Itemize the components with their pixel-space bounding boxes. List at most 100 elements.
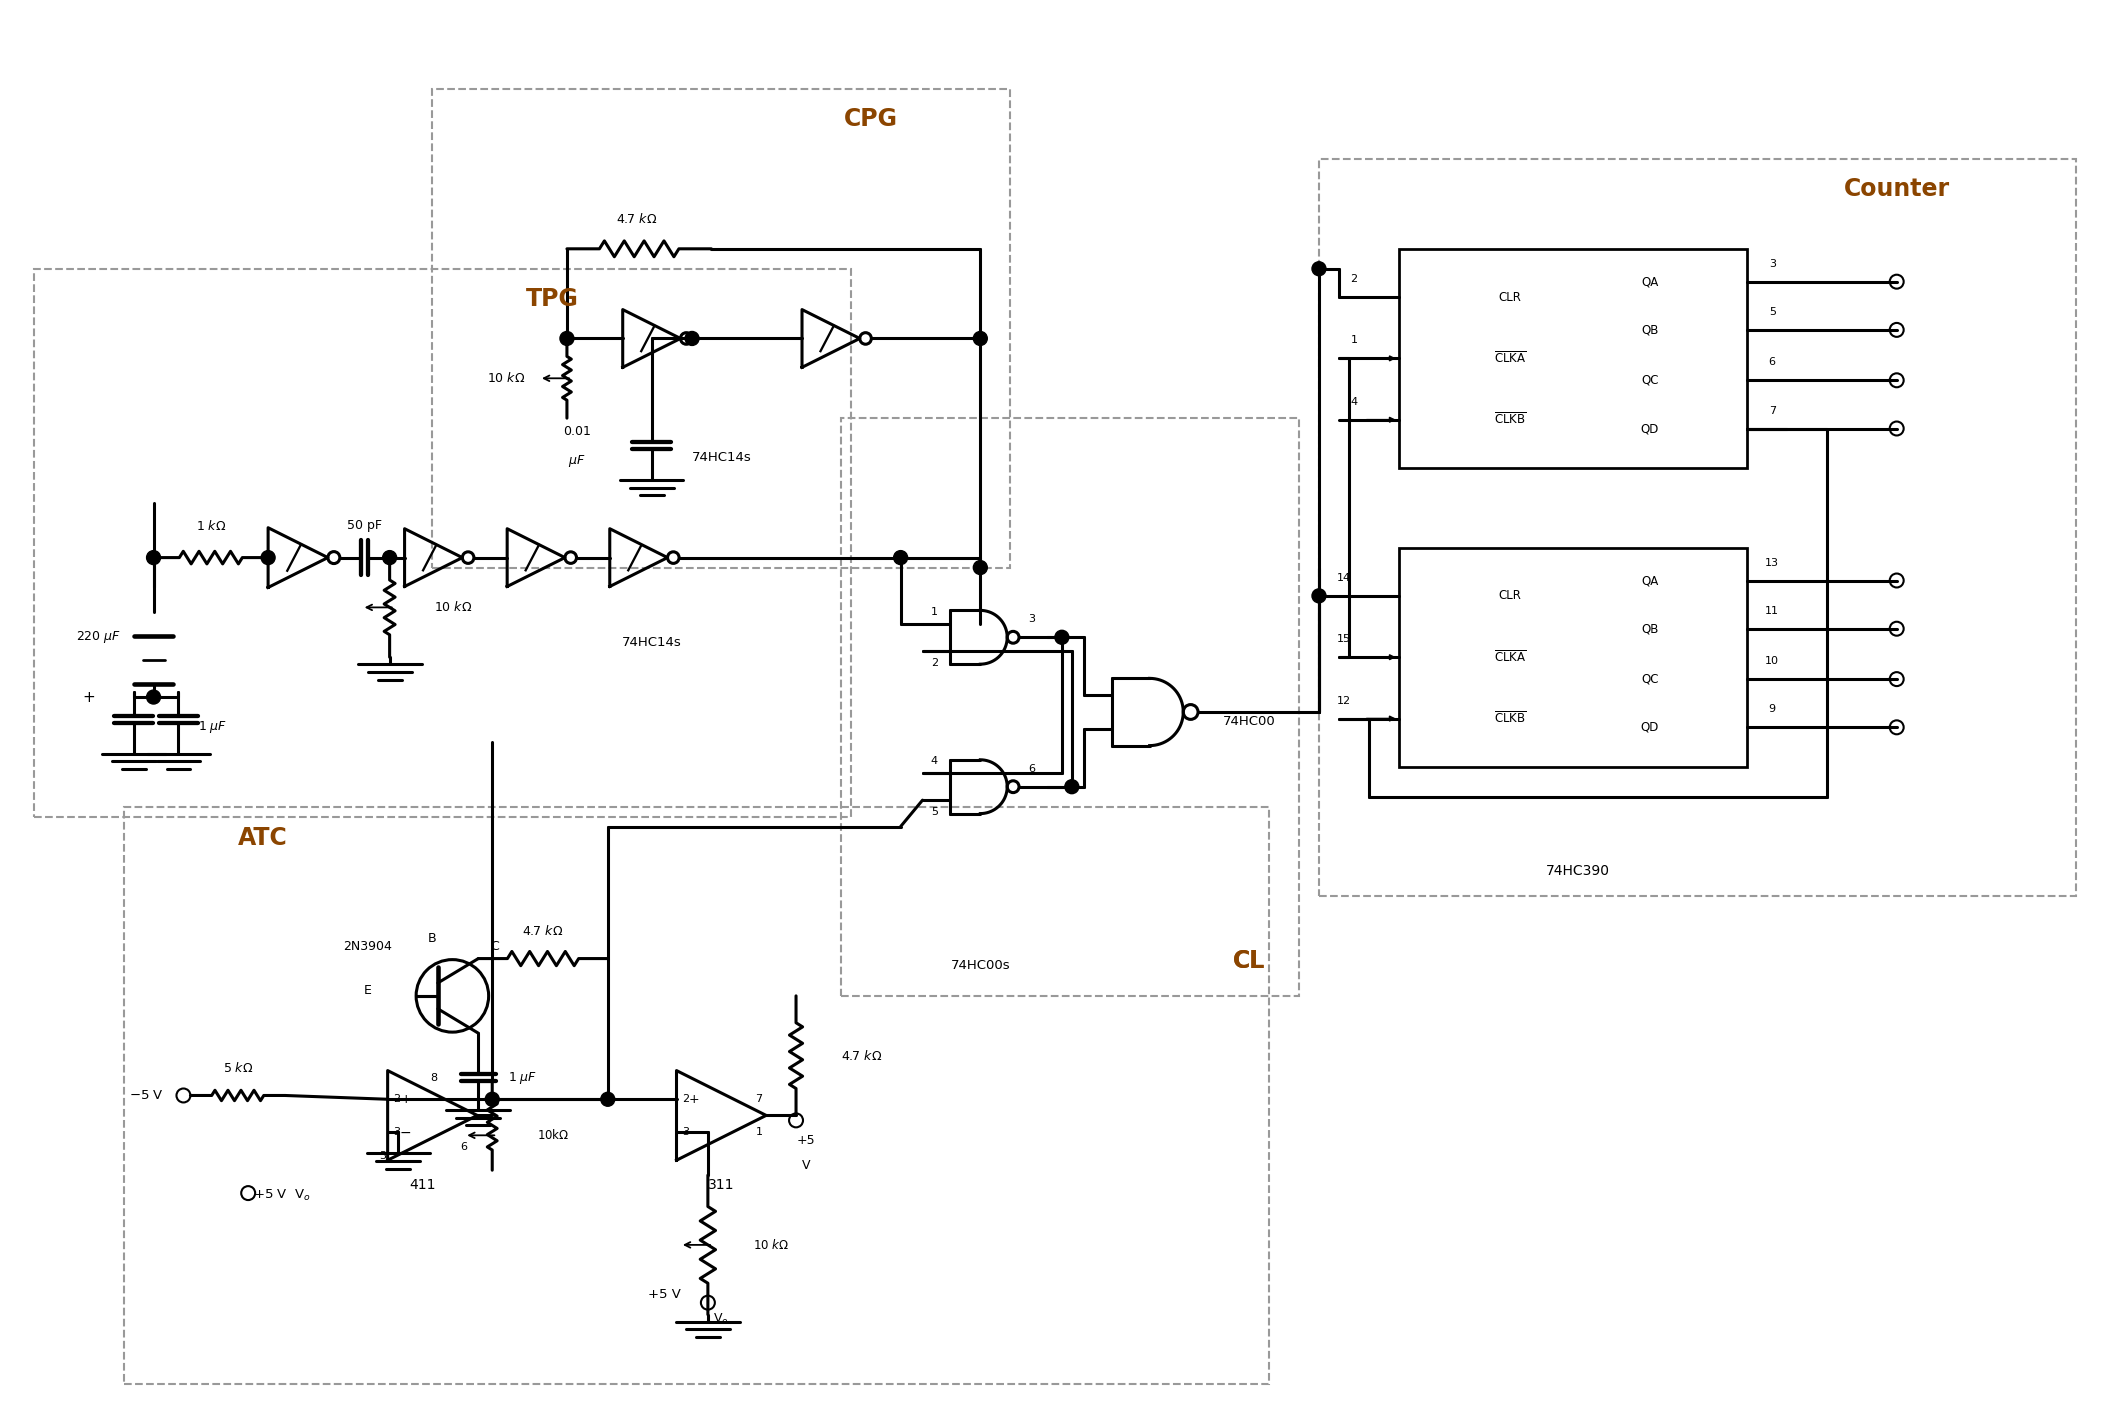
Text: C: C [489, 939, 500, 952]
Text: E: E [364, 985, 373, 998]
Text: 4: 4 [1351, 397, 1357, 407]
Text: 1 $\mu F$: 1 $\mu F$ [508, 1070, 538, 1085]
Text: QC: QC [1641, 673, 1658, 686]
Text: QA: QA [1641, 574, 1658, 587]
Text: QB: QB [1641, 323, 1658, 336]
Text: 1: 1 [1351, 336, 1357, 346]
Text: 3: 3 [394, 1127, 400, 1136]
Text: 8: 8 [430, 1073, 438, 1083]
Text: 3: 3 [1768, 259, 1776, 269]
Circle shape [260, 551, 275, 564]
Text: QA: QA [1641, 275, 1658, 288]
Circle shape [974, 332, 987, 346]
Text: 10k$\Omega$: 10k$\Omega$ [538, 1128, 569, 1142]
Circle shape [601, 1093, 614, 1107]
Circle shape [383, 551, 396, 564]
Text: 3: 3 [379, 1151, 387, 1161]
Text: 0.01: 0.01 [563, 425, 591, 438]
Circle shape [1065, 779, 1080, 794]
Text: 4.7 $k\Omega$: 4.7 $k\Omega$ [616, 213, 656, 225]
Text: V: V [802, 1159, 811, 1172]
Text: 3: 3 [1029, 615, 1035, 625]
Text: 5: 5 [931, 808, 938, 818]
Text: QC: QC [1641, 374, 1658, 387]
Text: 6: 6 [459, 1142, 468, 1152]
Text: 74HC00: 74HC00 [1224, 716, 1277, 728]
Text: Counter: Counter [1844, 177, 1950, 201]
Text: QD: QD [1641, 721, 1660, 734]
Text: 74HC14s: 74HC14s [622, 636, 682, 649]
Text: 7: 7 [756, 1094, 762, 1104]
Text: B: B [428, 931, 436, 945]
Text: +5 V: +5 V [648, 1288, 682, 1301]
Text: 4: 4 [931, 757, 938, 767]
Text: 1: 1 [931, 606, 938, 616]
Text: ATC: ATC [239, 826, 288, 850]
Text: 13: 13 [1766, 557, 1778, 568]
Text: +: + [83, 690, 95, 704]
Circle shape [561, 332, 574, 346]
Text: +5 V  V$_o$: +5 V V$_o$ [254, 1187, 311, 1203]
Text: 3: 3 [682, 1127, 688, 1136]
Text: $-$: $-$ [400, 1125, 411, 1138]
Text: 74HC14s: 74HC14s [692, 452, 752, 465]
Text: CL: CL [1232, 949, 1266, 973]
Text: $\overline{\rm CLKB}$: $\overline{\rm CLKB}$ [1495, 412, 1526, 428]
Text: 74HC00s: 74HC00s [951, 959, 1010, 972]
Circle shape [1054, 631, 1069, 645]
Text: V$_o$: V$_o$ [713, 1312, 728, 1328]
Text: 10: 10 [1766, 656, 1778, 666]
Text: 11: 11 [1766, 606, 1778, 616]
Text: 2: 2 [931, 657, 938, 667]
Text: $\overline{\rm CLKA}$: $\overline{\rm CLKA}$ [1495, 649, 1526, 665]
Text: $-5$ V: $-5$ V [129, 1090, 163, 1102]
Text: 4.7 $k\Omega$: 4.7 $k\Omega$ [840, 1049, 883, 1063]
Text: CLR: CLR [1499, 589, 1522, 602]
Text: CLR: CLR [1499, 290, 1522, 303]
Text: +5: +5 [796, 1134, 815, 1146]
Circle shape [893, 551, 908, 564]
Text: 12: 12 [1336, 696, 1351, 706]
Circle shape [974, 561, 987, 574]
Text: CPG: CPG [845, 108, 898, 132]
Circle shape [146, 551, 161, 564]
Text: 15: 15 [1336, 635, 1351, 645]
Circle shape [485, 1093, 500, 1107]
Text: 10 $k\Omega$: 10 $k\Omega$ [487, 371, 525, 385]
Circle shape [686, 332, 699, 346]
Text: 2N3904: 2N3904 [343, 939, 392, 952]
Text: 7: 7 [1768, 405, 1776, 415]
Text: 1 $k\Omega$: 1 $k\Omega$ [195, 519, 227, 533]
Text: 50 pF: 50 pF [347, 519, 383, 533]
Text: 311: 311 [707, 1178, 735, 1192]
Text: 74HC390: 74HC390 [1545, 864, 1609, 879]
Text: QB: QB [1641, 622, 1658, 635]
Text: $\overline{\rm CLKB}$: $\overline{\rm CLKB}$ [1495, 711, 1526, 727]
Text: 2: 2 [1351, 273, 1357, 283]
Text: 4.7 $k\Omega$: 4.7 $k\Omega$ [523, 924, 563, 938]
Text: 2: 2 [394, 1094, 400, 1104]
Text: $-$: $-$ [688, 1125, 701, 1138]
Text: 1: 1 [756, 1127, 762, 1136]
Circle shape [1313, 589, 1325, 602]
Text: 6: 6 [1029, 764, 1035, 774]
Circle shape [1313, 262, 1325, 276]
Text: 5: 5 [1768, 307, 1776, 317]
Text: 411: 411 [409, 1178, 436, 1192]
Text: 9: 9 [1768, 704, 1776, 714]
Text: TPG: TPG [525, 286, 578, 310]
Text: +: + [400, 1093, 411, 1105]
Text: $\mu F$: $\mu F$ [567, 453, 586, 469]
Text: 220 $\mu F$: 220 $\mu F$ [76, 629, 121, 645]
Text: +: + [690, 1093, 701, 1105]
Text: 14: 14 [1336, 572, 1351, 582]
Text: 6: 6 [1768, 357, 1776, 367]
Text: $\overline{\rm CLKA}$: $\overline{\rm CLKA}$ [1495, 350, 1526, 366]
Text: QD: QD [1641, 422, 1660, 435]
Text: 10 $k\Omega$: 10 $k\Omega$ [434, 601, 472, 615]
Circle shape [146, 690, 161, 704]
Text: 10 $k\Omega$: 10 $k\Omega$ [754, 1238, 790, 1251]
Text: 2: 2 [682, 1094, 688, 1104]
Text: 5 $k\Omega$: 5 $k\Omega$ [222, 1060, 252, 1074]
Text: CL: CL [1232, 949, 1266, 973]
